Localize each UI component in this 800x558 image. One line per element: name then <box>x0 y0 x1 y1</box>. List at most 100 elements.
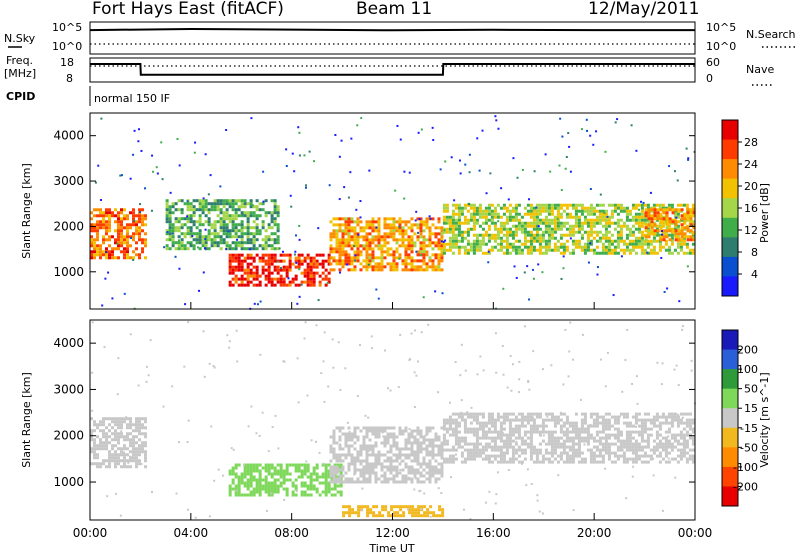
heatmap-cell <box>395 465 399 469</box>
heatmap-cell <box>544 221 548 225</box>
heatmap-cell <box>625 433 629 437</box>
heatmap-cell <box>321 481 325 485</box>
heatmap-cell <box>132 429 135 433</box>
heatmap-cell <box>580 206 584 210</box>
heatmap-cell <box>404 232 408 236</box>
heatmap-cell <box>616 206 620 210</box>
heatmap-cell <box>344 253 348 257</box>
heatmap-speck <box>389 389 392 392</box>
heatmap-cell <box>201 238 205 242</box>
heatmap-cell <box>315 463 319 467</box>
heatmap-cell <box>610 212 614 216</box>
heatmap-cell <box>469 242 473 246</box>
heatmap-cell <box>589 233 593 237</box>
heatmap-cell <box>365 426 369 430</box>
heatmap-cell <box>517 203 521 207</box>
heatmap-cell <box>126 244 129 248</box>
heatmap-cell <box>493 436 497 440</box>
heatmap-cell <box>380 268 384 272</box>
heatmap-cell <box>625 436 629 440</box>
heatmap-cell <box>416 450 420 454</box>
heatmap-cell <box>448 245 452 249</box>
heatmap-cell <box>529 230 533 234</box>
heatmap-cell <box>553 445 557 449</box>
heatmap-cell <box>273 478 277 482</box>
heatmap-cell <box>258 493 262 497</box>
heatmap-cell <box>114 429 117 433</box>
heatmap-cell <box>398 462 402 466</box>
heatmap-cell <box>601 418 605 422</box>
heatmap-cell <box>300 475 304 479</box>
heatmap-cell <box>399 508 403 512</box>
heatmap-cell <box>661 442 665 446</box>
heatmap-cell <box>680 214 684 218</box>
heatmap-cell <box>571 242 575 246</box>
heatmap-cell <box>144 432 147 436</box>
heatmap-cell <box>404 447 408 451</box>
heatmap-speck <box>357 233 360 236</box>
heatmap-cell <box>243 268 247 272</box>
heatmap-cell <box>111 214 114 218</box>
heatmap-cell <box>683 235 687 239</box>
heatmap-cell <box>574 224 578 228</box>
heatmap-cell <box>580 427 584 431</box>
heatmap-cell <box>371 444 375 448</box>
heatmap-cell <box>616 427 620 431</box>
heatmap-speck <box>604 385 607 388</box>
heatmap-speck <box>166 231 169 234</box>
heatmap-cell <box>562 442 566 446</box>
heatmap-cell <box>276 472 280 476</box>
heatmap-cell <box>505 242 509 246</box>
heatmap-cell <box>332 474 336 478</box>
heatmap-cell <box>231 202 235 206</box>
heatmap-cell <box>114 432 117 436</box>
heatmap-cell <box>493 418 497 422</box>
heatmap-cell <box>589 206 593 210</box>
heatmap-cell <box>108 250 111 254</box>
heatmap-cell <box>341 465 345 469</box>
heatmap-cell <box>171 229 175 233</box>
heatmap-cell <box>580 212 584 216</box>
heatmap-cell <box>321 277 325 281</box>
heatmap-cell <box>652 448 656 452</box>
colorbar-swatch <box>722 369 738 390</box>
heatmap-speck <box>510 389 513 392</box>
heatmap-cell <box>431 253 435 257</box>
heatmap-cell <box>234 244 238 248</box>
heatmap-cell <box>613 418 617 422</box>
heatmap-cell <box>246 253 250 257</box>
heatmap-cell <box>496 445 500 449</box>
heatmap-cell <box>219 220 223 224</box>
heatmap-cell <box>499 245 503 249</box>
heatmap-cell <box>451 421 455 425</box>
heatmap-cell <box>249 274 253 278</box>
heatmap-cell <box>348 508 352 512</box>
heatmap-cell <box>332 441 336 445</box>
heatmap-cell <box>592 236 596 240</box>
heatmap-speck <box>120 430 123 433</box>
heatmap-speck <box>468 153 471 156</box>
heatmap-cell <box>243 475 247 479</box>
heatmap-cell <box>99 244 102 248</box>
heatmap-cell <box>469 218 473 222</box>
heatmap-cell <box>273 484 277 488</box>
heatmap-cell <box>469 442 473 446</box>
heatmap-cell <box>637 454 641 458</box>
heatmap-speck <box>476 373 479 376</box>
heatmap-cell <box>649 427 653 431</box>
heatmap-cell <box>401 238 405 242</box>
heatmap-cell <box>529 236 533 240</box>
heatmap-cell <box>111 459 114 463</box>
heatmap-cell <box>120 241 123 245</box>
heatmap-cell <box>135 214 138 218</box>
heatmap-cell <box>472 251 476 255</box>
heatmap-cell <box>321 259 325 263</box>
heatmap-cell <box>595 430 599 434</box>
heatmap-speck <box>304 186 307 189</box>
heatmap-cell <box>451 445 455 449</box>
heatmap-cell <box>538 248 542 252</box>
heatmap-cell <box>216 235 220 239</box>
heatmap-cell <box>469 451 473 455</box>
heatmap-cell <box>445 460 449 464</box>
heatmap-cell <box>246 493 250 497</box>
